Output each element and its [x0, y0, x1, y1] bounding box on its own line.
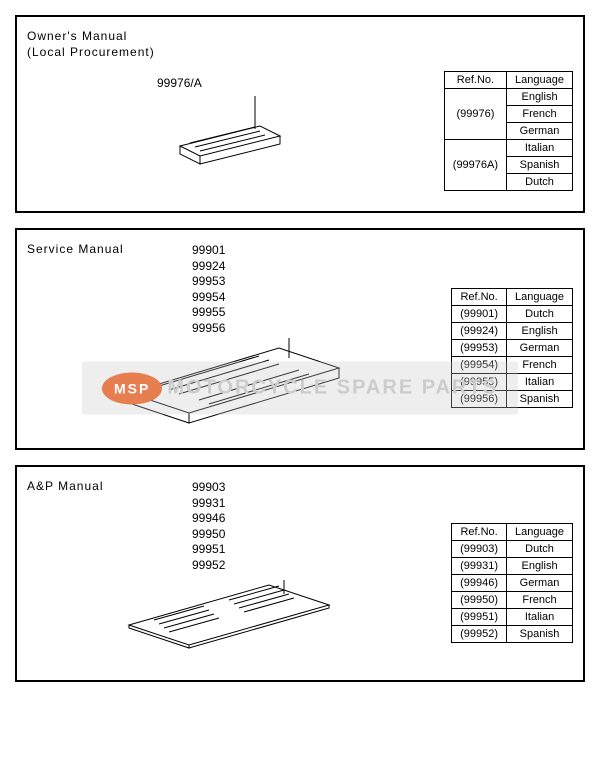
lang-cell: English	[507, 557, 573, 574]
table-header-lang: Language	[507, 289, 573, 306]
watermark-badge: MSP	[102, 372, 162, 404]
ref-label: 99976/A	[157, 76, 202, 90]
ref-cell: (99952)	[452, 625, 507, 642]
lang-cell: English	[507, 89, 573, 106]
manual-book-diagram	[160, 91, 300, 171]
lang-cell: German	[507, 340, 573, 357]
owners-manual-panel: Owner's Manual (Local Procurement) 99976…	[15, 15, 585, 213]
ref-stack: 99901 99924 99953 99954 99955 99956	[192, 243, 225, 337]
ref-cell: (99976A)	[444, 140, 506, 191]
lang-cell: Dutch	[507, 174, 573, 191]
lang-cell: Spanish	[507, 157, 573, 174]
panel-title: A&P Manual	[27, 479, 573, 493]
table-header-ref: Ref.No.	[452, 523, 507, 540]
watermark-text: MOTORCYCLE SPARE PARTS	[167, 376, 498, 398]
owners-manual-table: Ref.No. Language (99976) English French …	[444, 71, 573, 191]
ref-cell: (99901)	[452, 306, 507, 323]
lang-cell: Italian	[507, 140, 573, 157]
ap-sheet-diagram	[109, 550, 359, 670]
ref-cell: (99931)	[452, 557, 507, 574]
lang-cell: Dutch	[507, 540, 573, 557]
lang-cell: German	[507, 574, 573, 591]
panel-title: Service Manual	[27, 242, 573, 256]
ap-manual-table: Ref.No. Language (99903)Dutch (99931)Eng…	[451, 523, 573, 643]
ref-cell: (99976)	[444, 89, 506, 140]
lang-cell: Dutch	[507, 306, 573, 323]
watermark: MSPMOTORCYCLE SPARE PARTS	[82, 361, 518, 414]
lang-cell: German	[507, 123, 573, 140]
panel-title: Owner's Manual	[27, 29, 573, 43]
ref-stack: 99903 99931 99946 99950 99951 99952	[192, 480, 225, 574]
table-header-ref: Ref.No.	[452, 289, 507, 306]
lang-cell: French	[507, 591, 573, 608]
table-header-lang: Language	[507, 523, 573, 540]
panel-subtitle: (Local Procurement)	[27, 45, 573, 59]
ap-manual-panel: A&P Manual 99903 99931 99946 99950 99951…	[15, 465, 585, 682]
lang-cell: English	[507, 323, 573, 340]
lang-cell: Spanish	[507, 625, 573, 642]
table-header-lang: Language	[507, 72, 573, 89]
ref-cell: (99950)	[452, 591, 507, 608]
ref-cell: (99953)	[452, 340, 507, 357]
table-header-ref: Ref.No.	[444, 72, 506, 89]
ref-cell: (99924)	[452, 323, 507, 340]
ref-cell: (99951)	[452, 608, 507, 625]
lang-cell: Italian	[507, 608, 573, 625]
ref-cell: (99903)	[452, 540, 507, 557]
service-manual-panel: Service Manual 99901 99924 99953 99954 9…	[15, 228, 585, 450]
lang-cell: French	[507, 106, 573, 123]
ref-cell: (99946)	[452, 574, 507, 591]
